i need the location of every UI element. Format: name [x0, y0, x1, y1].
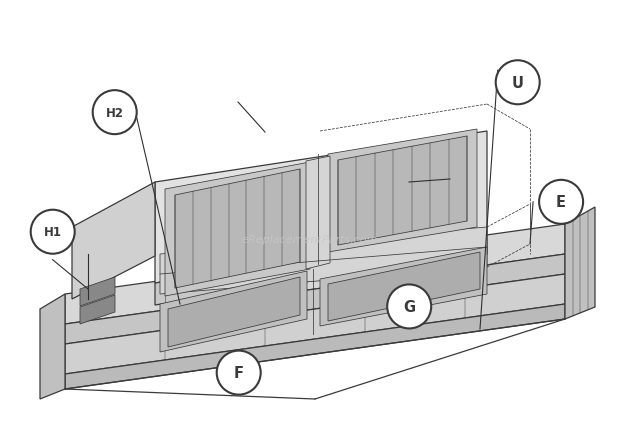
Polygon shape — [155, 233, 487, 305]
Polygon shape — [72, 183, 155, 299]
Polygon shape — [65, 254, 565, 344]
Polygon shape — [155, 132, 487, 283]
Text: H1: H1 — [43, 226, 62, 239]
Circle shape — [217, 351, 260, 395]
Polygon shape — [168, 277, 300, 347]
Circle shape — [496, 61, 539, 105]
Text: U: U — [512, 75, 524, 91]
Polygon shape — [306, 157, 330, 269]
Polygon shape — [65, 304, 565, 389]
Text: H2: H2 — [105, 106, 124, 119]
Polygon shape — [40, 294, 65, 399]
Circle shape — [93, 91, 136, 135]
Polygon shape — [65, 274, 565, 374]
Polygon shape — [65, 225, 565, 324]
Circle shape — [388, 285, 431, 329]
Polygon shape — [338, 137, 467, 245]
Polygon shape — [320, 248, 487, 326]
Circle shape — [31, 210, 74, 254]
Polygon shape — [165, 163, 310, 296]
Polygon shape — [160, 227, 487, 294]
Text: G: G — [403, 299, 415, 314]
Polygon shape — [328, 253, 480, 321]
Text: eReplacementParts.com: eReplacementParts.com — [242, 234, 378, 245]
Polygon shape — [80, 295, 115, 324]
Polygon shape — [80, 277, 115, 306]
Text: F: F — [234, 365, 244, 380]
Polygon shape — [175, 170, 300, 288]
Polygon shape — [160, 271, 307, 352]
Circle shape — [539, 180, 583, 225]
Polygon shape — [328, 130, 477, 253]
Polygon shape — [565, 207, 595, 319]
Text: E: E — [556, 195, 566, 210]
